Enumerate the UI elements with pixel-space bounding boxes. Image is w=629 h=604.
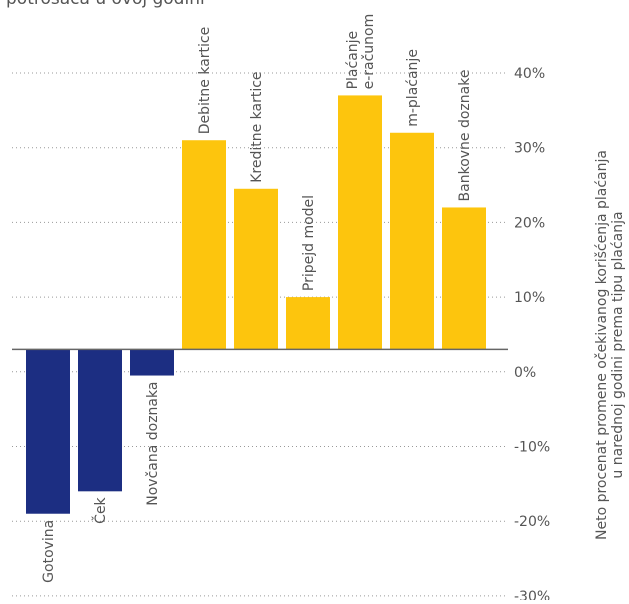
y-axis-label-line: Neto procenat promene očekivanog korišće… <box>594 150 610 540</box>
y-axis-label-line: u narednoj godini prema tipu plaćanja <box>610 211 626 478</box>
bar <box>390 132 434 350</box>
y-tick-labels: 40% 30% 20% 10% 0% -10% -20% -30% <box>514 66 550 604</box>
y-tick-label: -20% <box>514 514 550 530</box>
bar-label: Pripejd model <box>301 195 317 291</box>
y-axis-label: Neto procenat promene očekivanog korišće… <box>594 150 626 540</box>
bar <box>338 95 382 350</box>
bar-label: Kreditne kartice <box>249 71 265 182</box>
bar <box>182 140 226 350</box>
bar-label: Novčana doznaka <box>145 382 161 506</box>
y-tick-label: 40% <box>514 66 545 82</box>
bar <box>26 349 70 514</box>
y-tick-label: -30% <box>514 589 550 600</box>
bar <box>234 188 278 350</box>
chart-title: potrošača u ovoj godini <box>6 0 205 9</box>
bar-label: Plaćanje <box>345 31 361 90</box>
bar-label: e-računom <box>361 14 377 90</box>
y-tick-label: -10% <box>514 440 550 456</box>
bar <box>130 349 174 376</box>
bar-label: Debitne kartice <box>197 27 213 134</box>
y-tick-label: 0% <box>514 365 536 381</box>
bars <box>12 95 508 514</box>
bar-label: m-plaćanje <box>405 49 421 127</box>
y-tick-label: 10% <box>514 290 545 306</box>
bar <box>442 207 486 350</box>
bar-label: Bankovne doznake <box>457 70 473 202</box>
bar <box>78 349 122 492</box>
bar-labels: Gotovina Ček Novčana doznaka Debitne kartic… <box>41 14 473 583</box>
y-tick-label: 30% <box>514 141 545 157</box>
bar-label: Gotovina <box>41 520 57 583</box>
bar-label: Ček <box>91 496 109 523</box>
y-tick-label: 20% <box>514 215 545 231</box>
bar <box>286 297 330 350</box>
